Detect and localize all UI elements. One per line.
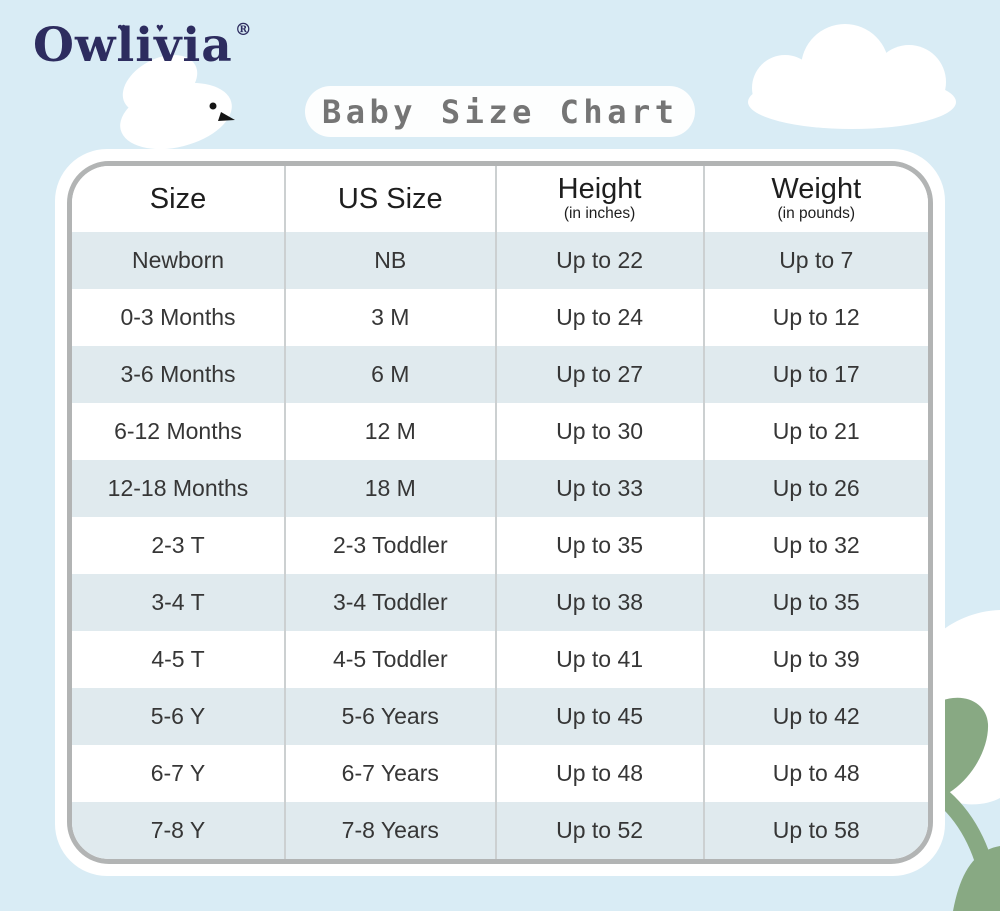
table-cell: 12 M (286, 403, 497, 460)
table-cell: 3-6 Months (72, 346, 286, 403)
table-cell: 7-8 Years (286, 802, 497, 859)
table-cell: 18 M (286, 460, 497, 517)
table-cell: 3-4 T (72, 574, 286, 631)
table-cell: Up to 38 (497, 574, 705, 631)
column-header: Weight (in pounds) (705, 166, 928, 232)
table-header: Size US Size Height (in inches) Weight (in po… (72, 166, 928, 232)
table-cell: Up to 17 (772, 361, 860, 387)
table-row: 5-6 Y 5-6 Years Up to 45 Up to 42 (72, 688, 928, 745)
table-cell: 6-7 Years (286, 745, 497, 802)
size-chart-table: Size US Size Height (in inches) Weight (in po… (55, 149, 945, 876)
table-cell: Up to 42 (772, 703, 860, 729)
table-cell: Up to 48 (497, 745, 705, 802)
table-cell: 3 M (286, 289, 497, 346)
table-cell: 5-6 Years (286, 688, 497, 745)
dove-beak (218, 112, 235, 121)
table-cell: Up to 39 (772, 646, 860, 672)
table-cell: 6 M (286, 346, 497, 403)
column-header-sublabel: (in inches) (563, 204, 636, 222)
table-cell: 5-6 Y (72, 688, 286, 745)
table-cell: Up to 26 (772, 475, 860, 501)
table-row: 6-12 Months 12 M Up to 30 Up to 21 (72, 403, 928, 460)
table-cell: 7-8 Y (72, 802, 286, 859)
table-cell: 4-5 Toddler (286, 631, 497, 688)
table-cell: Up to 32 (772, 532, 860, 558)
table-cell: Up to 27 (497, 346, 705, 403)
table-body: Newborn NB Up to 22 Up to 7 0-3 Months 3 M Up … (72, 232, 928, 859)
table-frame: Size US Size Height (in inches) Weight (in po… (67, 161, 933, 864)
table-cell: 0-3 Months (72, 289, 286, 346)
table-cell: 12-18 Months (72, 460, 286, 517)
table-row: 0-3 Months 3 M Up to 24 Up to 12 (72, 289, 928, 346)
table-cell: Up to 35 (497, 517, 705, 574)
page-title-pill: Baby Size Chart (305, 86, 696, 137)
table-cell: 3-4 Toddler (286, 574, 497, 631)
column-header-label: Weight (771, 173, 862, 206)
brand-name-line: Owlivia ® (33, 20, 252, 72)
table-cell: Up to 12 (772, 304, 860, 330)
column-header-label: Height (557, 173, 642, 206)
table-cell: Up to 52 (497, 802, 705, 859)
table-cell: Newborn (72, 232, 286, 289)
column-header: Height (in inches) (497, 166, 705, 232)
table-cell: Up to 41 (497, 631, 705, 688)
table-cell: 4-5 T (72, 631, 286, 688)
brand-logo: Owlivia ® ♥ ♥ (33, 20, 313, 155)
registered-trademark: ® (234, 20, 252, 40)
table-row: 2-3 T 2-3 Toddler Up to 35 Up to 32 (72, 517, 928, 574)
table-row: Newborn NB Up to 22 Up to 7 (72, 232, 928, 289)
table-cell: Up to 35 (772, 589, 860, 615)
table-cell: 2-3 T (72, 517, 286, 574)
table-cell: Up to 30 (497, 403, 705, 460)
brand-name: Owlivia (33, 18, 233, 73)
cloud-icon (748, 24, 956, 129)
column-header-sublabel: (in pounds) (777, 204, 856, 222)
page-title: Baby Size Chart (322, 92, 679, 131)
table-cell: Up to 22 (497, 232, 705, 289)
table-cell: 2-3 Toddler (286, 517, 497, 574)
table-cell: NB (286, 232, 497, 289)
table-row: 4-5 T 4-5 Toddler Up to 41 Up to 39 (72, 631, 928, 688)
table-cell: 6-7 Y (72, 745, 286, 802)
dove-eye (209, 102, 217, 110)
column-header-label: Size (149, 182, 207, 215)
table-cell: Up to 21 (772, 418, 860, 444)
table-cell: Up to 33 (497, 460, 705, 517)
table-cell: Up to 7 (779, 247, 854, 273)
table-row: 3-4 T 3-4 Toddler Up to 38 Up to 35 (72, 574, 928, 631)
table-row: 3-6 Months 6 M Up to 27 Up to 17 (72, 346, 928, 403)
table-row: 6-7 Y 6-7 Years Up to 48 Up to 48 (72, 745, 928, 802)
heart-dot-icon: ♥ (118, 20, 126, 35)
table-cell: 6-12 Months (72, 403, 286, 460)
column-header-label: US Size (337, 182, 443, 215)
column-header: Size (72, 166, 286, 232)
table-cell: Up to 45 (497, 688, 705, 745)
column-header: US Size (286, 166, 497, 232)
heart-dot-icon: ♥ (156, 20, 164, 35)
table-row: 12-18 Months 18 M Up to 33 Up to 26 (72, 460, 928, 517)
table-cell: Up to 48 (772, 760, 860, 786)
table-cell: Up to 24 (497, 289, 705, 346)
table-row: 7-8 Y 7-8 Years Up to 52 Up to 58 (72, 802, 928, 859)
table-cell: Up to 58 (772, 817, 860, 843)
dove-icon (120, 55, 235, 150)
